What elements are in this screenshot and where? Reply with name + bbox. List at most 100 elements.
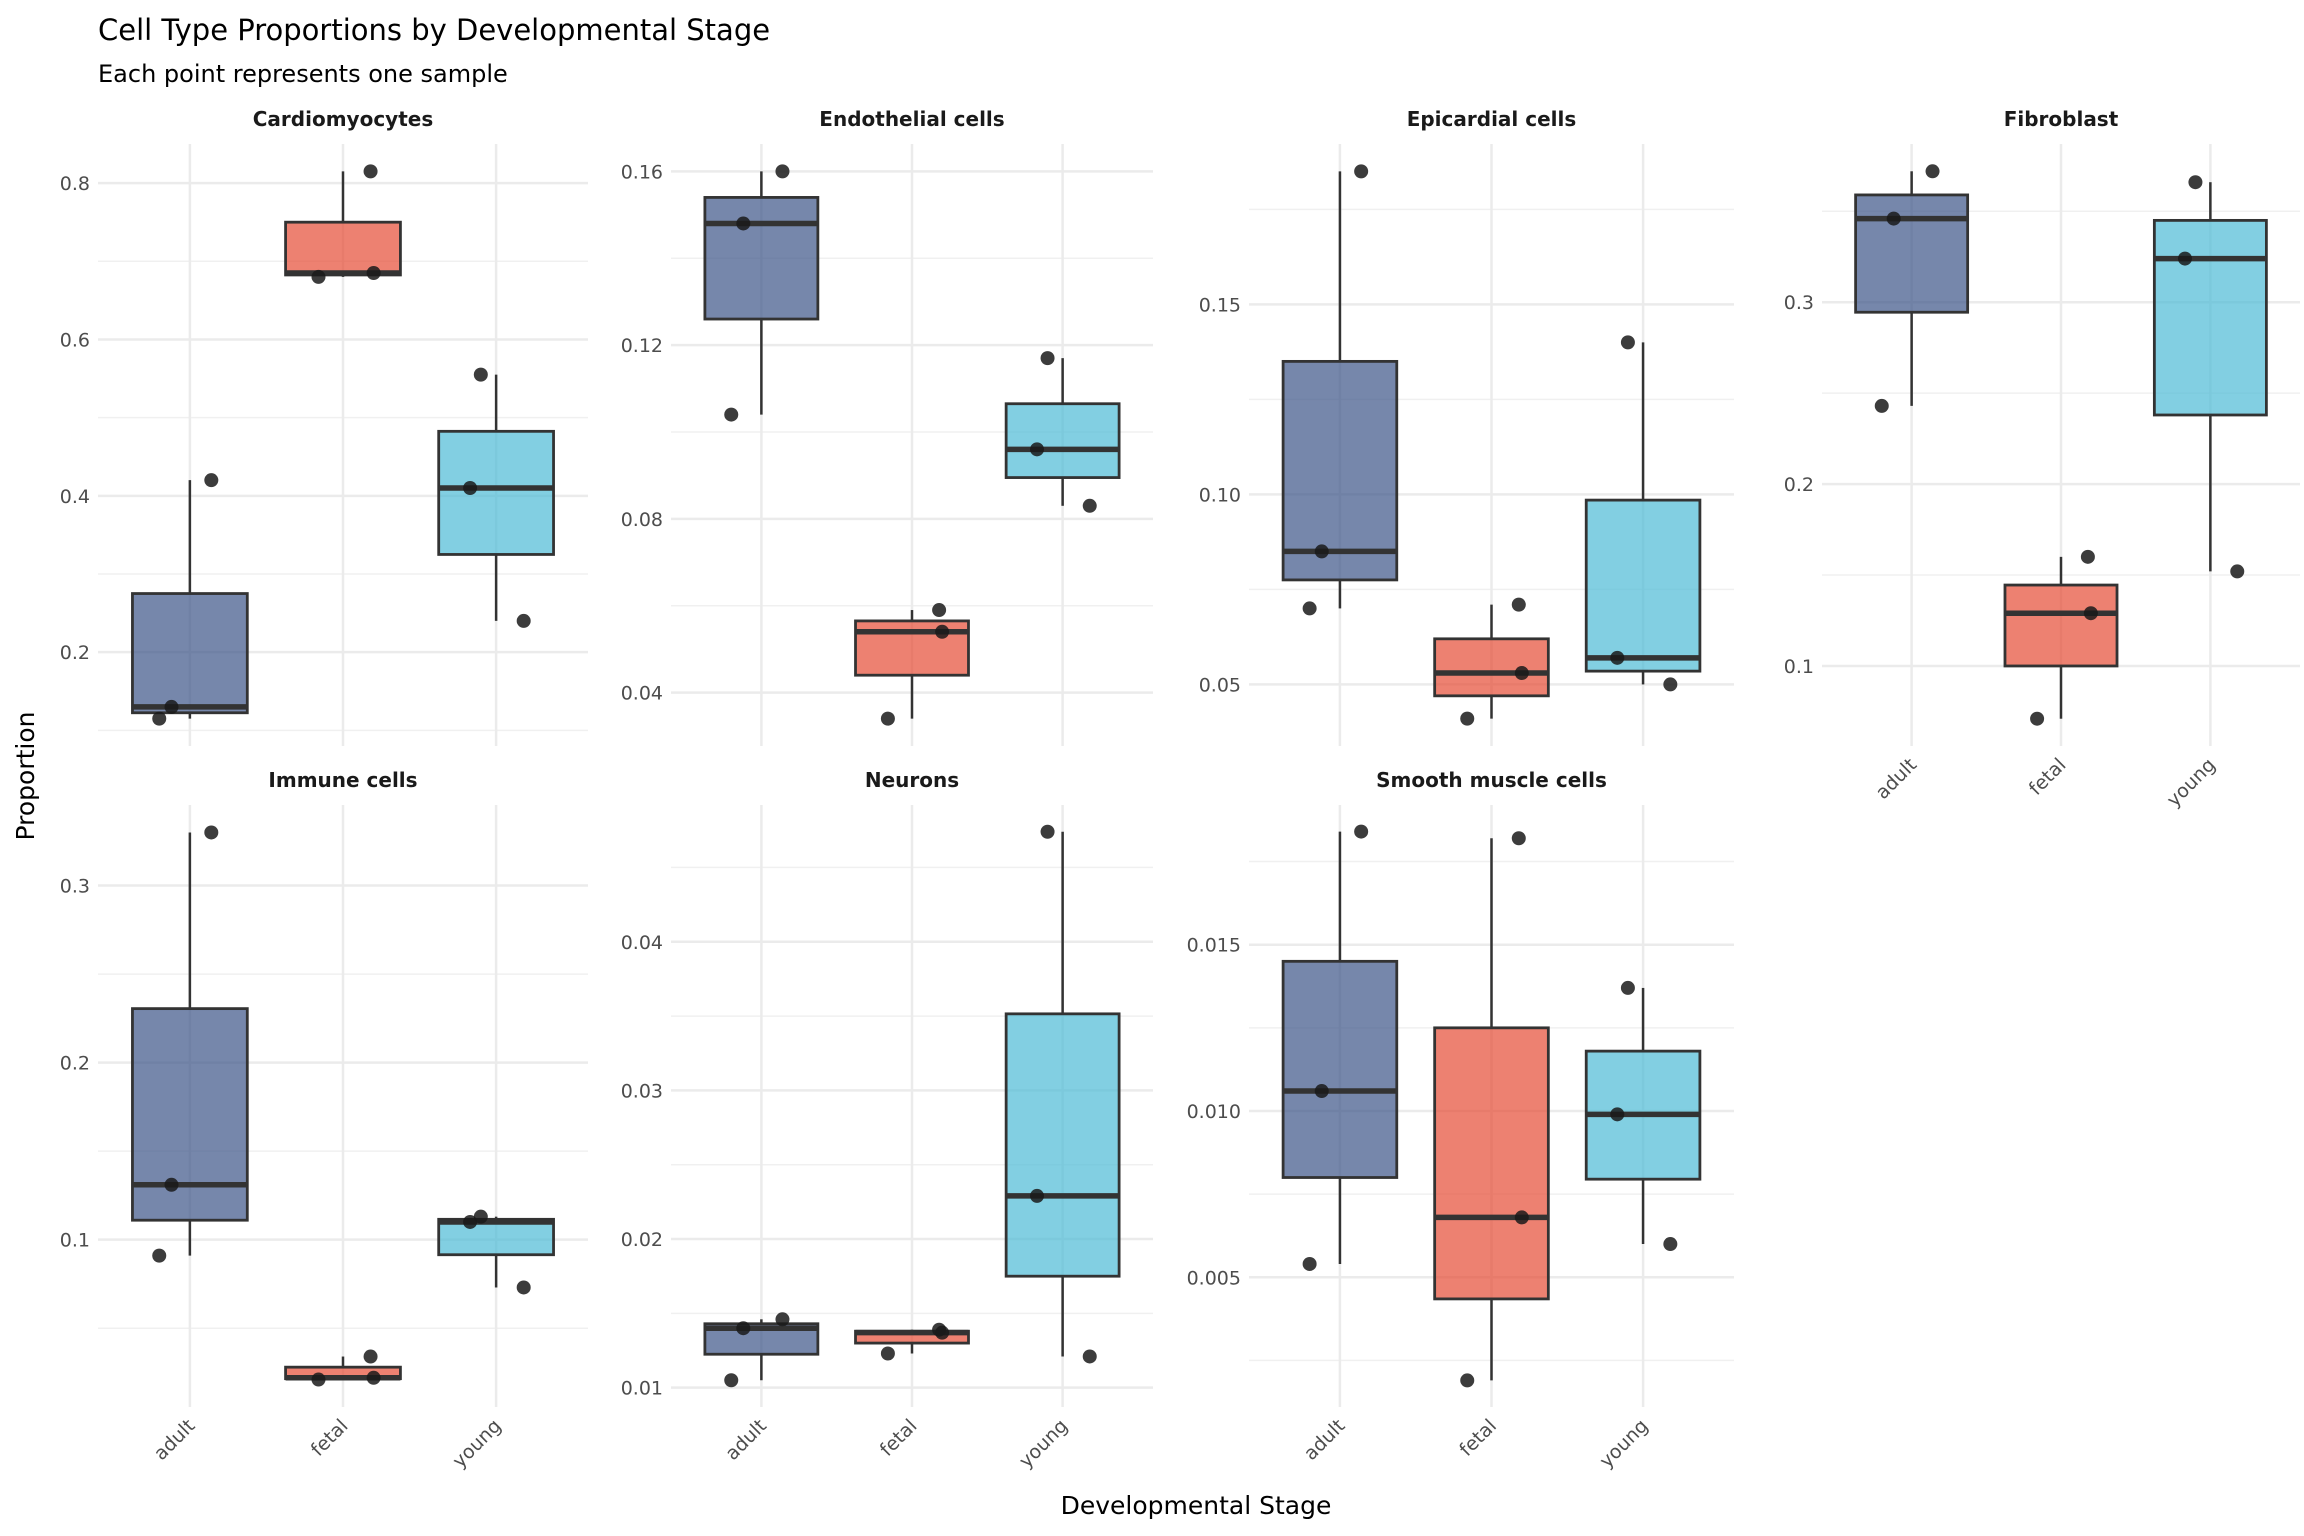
sample-point-fetal	[1460, 711, 1475, 726]
sample-point-young	[1040, 351, 1055, 366]
sample-point-fetal	[2030, 711, 2045, 726]
sample-point-fetal	[366, 1370, 381, 1385]
sample-point-adult	[1354, 824, 1369, 839]
sample-point-fetal	[880, 711, 895, 726]
sample-point-adult	[1302, 601, 1317, 616]
y-tick-label: 0.16	[621, 161, 663, 183]
sample-point-young	[516, 1280, 531, 1295]
box-fetal	[284, 220, 402, 277]
sample-point-young	[516, 613, 531, 628]
sample-point-young	[2230, 564, 2245, 579]
y-tick-label: 0.010	[1187, 1101, 1241, 1123]
y-tick-label: 0.03	[621, 1080, 663, 1102]
sample-point-young	[1030, 1188, 1045, 1203]
sample-point-adult	[1314, 544, 1329, 559]
sample-point-fetal	[311, 1372, 326, 1387]
box-young	[437, 429, 555, 556]
sample-point-young	[1082, 1349, 1097, 1364]
sample-point-adult	[152, 1248, 167, 1263]
sample-point-fetal	[363, 164, 378, 179]
sample-point-young	[1663, 677, 1678, 692]
box-adult	[1281, 359, 1399, 582]
y-axis-title: Proportion	[11, 712, 40, 841]
sample-point-fetal	[1514, 666, 1529, 681]
y-tick-label: 0.04	[621, 683, 663, 705]
x-tick-label: fetal	[1455, 1415, 1501, 1461]
sample-point-adult	[164, 699, 179, 714]
sample-point-adult	[775, 164, 790, 179]
x-tick-label: fetal	[307, 1415, 353, 1461]
sample-point-adult	[724, 1373, 739, 1388]
sample-point-fetal	[935, 624, 950, 639]
box-adult	[1854, 193, 1970, 314]
y-tick-label: 0.10	[1199, 484, 1241, 506]
sample-point-adult	[1925, 164, 1940, 179]
sample-point-young	[463, 481, 478, 495]
sample-point-fetal	[932, 603, 947, 618]
sample-point-adult	[1302, 1256, 1317, 1271]
sample-point-young	[1082, 498, 1097, 513]
sample-point-young	[1030, 442, 1045, 457]
box-adult	[131, 592, 249, 715]
y-tick-label: 0.02	[621, 1229, 663, 1251]
y-tick-label: 0.12	[621, 335, 663, 357]
panel-smooth-muscle-cells: Smooth muscle cells 0.005 0.010 0.015 adult f…	[1187, 768, 1734, 1472]
sample-point-fetal	[363, 1349, 378, 1364]
box-adult	[703, 196, 820, 321]
x-tick-label: young	[448, 1415, 505, 1472]
panel-endothelial-cells: Endothelial cells 0.04 0.08 0.12 0.16	[621, 107, 1153, 746]
panel-title: Smooth muscle cells	[1376, 768, 1607, 792]
sample-point-adult	[152, 711, 167, 726]
sample-point-fetal	[2080, 549, 2095, 564]
y-tick-label: 0.4	[60, 486, 90, 508]
sample-point-fetal	[932, 1322, 947, 1337]
y-tick-label: 0.015	[1187, 935, 1241, 957]
panel-title: Epicardial cells	[1407, 107, 1577, 131]
y-tick-label: 0.6	[60, 329, 90, 351]
panel-fibroblast: Fibroblast 0.1 0.2 0.3 adult fetal young	[1784, 107, 2300, 811]
x-tick-label: adult	[721, 1415, 771, 1465]
x-tick-label: adult	[1871, 754, 1921, 804]
sample-point-adult	[164, 1177, 179, 1192]
panel-immune-cells: Immune cells 0.1 0.2 0.3 adult fetal young	[60, 768, 588, 1472]
y-tick-label: 0.3	[60, 876, 90, 898]
sample-point-fetal	[1511, 597, 1526, 612]
sample-point-young	[473, 1209, 488, 1224]
x-tick-label: young	[2163, 754, 2220, 811]
y-tick-label: 0.2	[60, 1053, 90, 1075]
panel-title: Fibroblast	[2004, 107, 2119, 131]
panel-cardiomyocytes: Cardiomyocytes 0.2 0.4 0.6 0.8	[60, 107, 588, 746]
box-young	[1004, 402, 1121, 479]
sample-point-young	[1610, 650, 1625, 665]
x-tick-label: fetal	[876, 1415, 922, 1461]
panel-neurons: Neurons 0.01 0.02 0.03 0.04 adult fetal young	[621, 768, 1153, 1472]
y-tick-label: 0.05	[1199, 674, 1241, 696]
x-tick-label: fetal	[2025, 754, 2071, 800]
y-tick-label: 0.2	[60, 642, 90, 664]
x-tick-label: young	[1595, 1415, 1652, 1472]
y-tick-label: 0.08	[621, 509, 663, 531]
y-tick-label: 0.3	[1784, 292, 1814, 314]
sample-point-young	[1663, 1237, 1678, 1252]
y-tick-label: 0.15	[1199, 294, 1241, 316]
sample-point-adult	[775, 1312, 790, 1327]
y-tick-label: 0.005	[1187, 1267, 1241, 1289]
sample-point-young	[1620, 335, 1635, 350]
sample-point-adult	[1314, 1084, 1329, 1099]
sample-point-fetal	[2083, 606, 2098, 621]
y-tick-label: 0.2	[1784, 474, 1814, 496]
x-tick-label: young	[1015, 1415, 1072, 1472]
box-young	[1004, 1012, 1121, 1278]
y-tick-label: 0.1	[60, 1230, 90, 1252]
sample-point-young	[463, 1214, 478, 1229]
sample-point-adult	[724, 407, 739, 422]
box-fetal	[1433, 637, 1550, 698]
box-adult	[131, 1007, 249, 1222]
box-young	[437, 1217, 555, 1257]
sample-point-young	[2177, 251, 2192, 266]
sample-point-young	[1040, 824, 1055, 839]
x-tick-label: adult	[150, 1415, 200, 1465]
sample-point-adult	[736, 1321, 751, 1336]
sample-point-adult	[736, 216, 751, 231]
